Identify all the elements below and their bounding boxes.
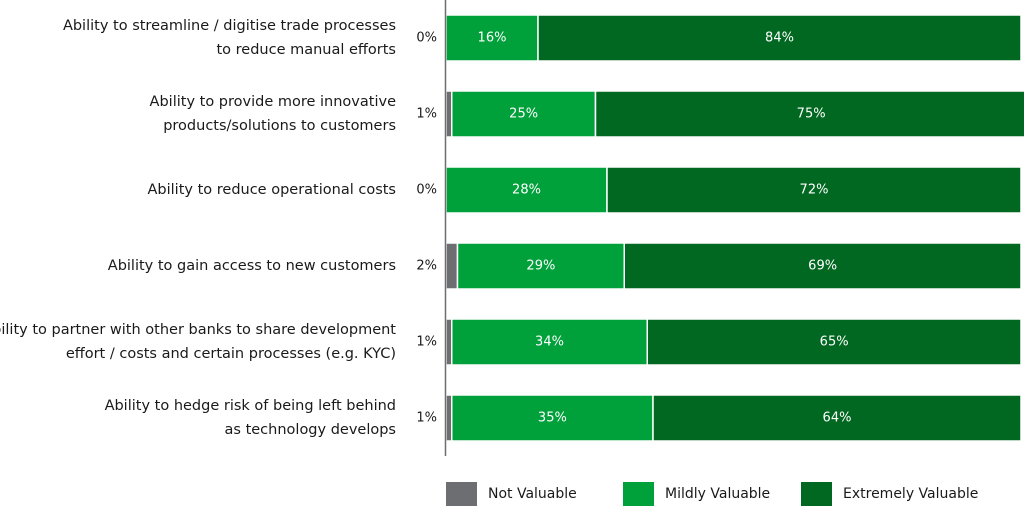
bar-segment-extremely-valuable (646, 318, 1022, 366)
bar-value-label: 72% (800, 183, 829, 198)
legend-swatch (446, 482, 477, 506)
bar-value-label: 84% (765, 31, 794, 46)
category-label: products/solutions to customers (163, 118, 396, 134)
bar-segment-mildly-valuable (456, 242, 625, 290)
bar-value-label: 35% (538, 411, 567, 426)
bar-value-label: 65% (820, 335, 849, 350)
category-label: Ability to partner with other banks to s… (0, 322, 396, 338)
bar-value-label: 16% (478, 31, 507, 46)
bar-segment-extremely-valuable (623, 242, 1022, 290)
legend-label: Mildly Valuable (665, 486, 770, 502)
bar-segment-extremely-valuable (594, 90, 1024, 138)
bar-value-label: 75% (797, 107, 826, 122)
bar-segment-not-valuable (445, 318, 453, 366)
bar-segment-not-valuable (445, 242, 459, 290)
legend-swatch (623, 482, 654, 506)
bars-layer (445, 14, 1024, 442)
legend-swatch (801, 482, 832, 506)
not-valuable-value-label: 2% (416, 259, 437, 274)
not-valuable-value-label: 1% (416, 107, 437, 122)
bar-value-label: 64% (823, 411, 852, 426)
bar-segment-extremely-valuable (652, 394, 1022, 442)
bar-value-label: 29% (526, 259, 555, 274)
legend-label: Extremely Valuable (843, 486, 978, 502)
category-label: Ability to streamline / digitise trade p… (63, 18, 396, 34)
not-valuable-value-label: 0% (416, 31, 437, 46)
bar-segment-extremely-valuable (537, 14, 1022, 62)
bar-value-label: 69% (808, 259, 837, 274)
bar-segment-mildly-valuable (451, 394, 654, 442)
not-valuable-value-label: 0% (416, 183, 437, 198)
not-valuable-value-label: 1% (416, 335, 437, 350)
not-valuable-value-label: 1% (416, 411, 437, 426)
labels-layer: Ability to streamline / digitise trade p… (0, 18, 851, 438)
bar-segment-mildly-valuable (451, 90, 597, 138)
bar-segment-not-valuable (445, 394, 453, 442)
legend: Not Valuable Mildly Valuable Extremely Val… (446, 482, 978, 506)
category-label: Ability to hedge risk of being left behi… (105, 398, 396, 414)
bar-value-label: 25% (509, 107, 538, 122)
category-label: as technology develops (225, 422, 396, 438)
bar-segment-not-valuable (445, 90, 453, 138)
bar-value-label: 34% (535, 335, 564, 350)
category-label: effort / costs and certain processes (e.… (66, 346, 396, 362)
bar-segment-extremely-valuable (606, 166, 1022, 214)
legend-label: Not Valuable (488, 486, 577, 502)
category-label: to reduce manual efforts (216, 42, 396, 58)
category-label: Ability to reduce operational costs (148, 182, 397, 198)
category-label: Ability to provide more innovative (150, 94, 397, 110)
category-label: Ability to gain access to new customers (108, 258, 396, 274)
bar-value-label: 28% (512, 183, 541, 198)
